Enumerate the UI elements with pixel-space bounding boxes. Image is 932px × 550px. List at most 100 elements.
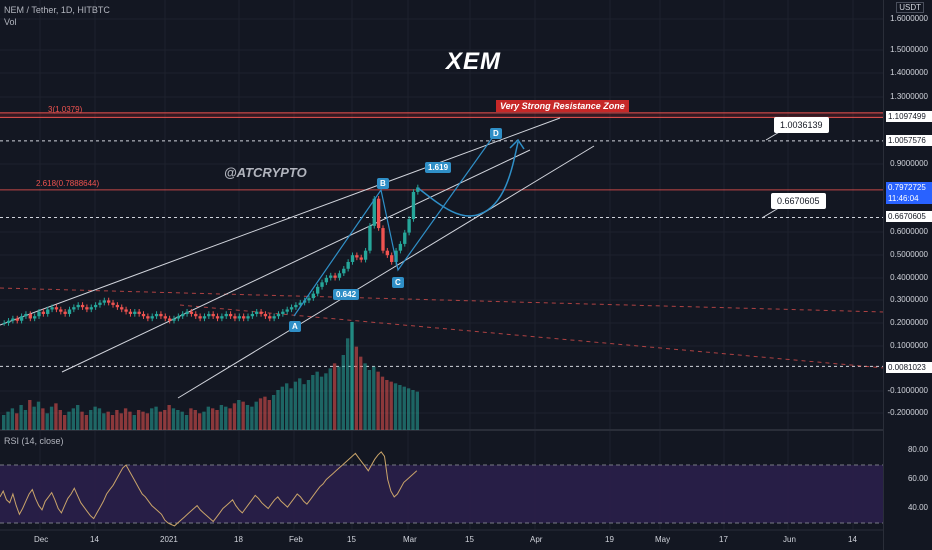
projection-arrow	[509, 138, 525, 150]
volume-bar	[45, 413, 49, 430]
volume-bar	[289, 388, 293, 430]
candle-body	[276, 313, 281, 317]
candle-body	[320, 282, 324, 287]
volume-bar	[311, 375, 315, 430]
volume-bar	[254, 401, 258, 430]
rsi-tick: 60.00	[907, 474, 928, 483]
volume-bar	[263, 396, 267, 430]
candle-body	[381, 228, 385, 251]
wave-point-b[interactable]: B	[377, 178, 389, 189]
candle-body	[28, 313, 32, 319]
target-callout[interactable]: 1.0036139	[774, 117, 829, 133]
projection-curve	[417, 141, 519, 217]
time-tick: 17	[719, 535, 728, 544]
volume-bar	[406, 388, 411, 430]
candle-body	[363, 250, 368, 260]
volume-bar	[237, 400, 241, 430]
candle-body	[176, 316, 181, 319]
channel-mid	[61, 149, 531, 373]
wave-ratio-bd[interactable]: 1.619	[425, 162, 452, 173]
volume-bar	[36, 401, 41, 430]
candle-body	[15, 318, 19, 321]
low-price-badge: 0.0081023	[886, 362, 932, 373]
wave-ratio-ab[interactable]: 0.642	[333, 289, 360, 300]
target-price-badge: 1.0057576	[886, 135, 932, 146]
support-callout[interactable]: 0.6670605	[771, 193, 826, 209]
price-tick: 1.4000000	[890, 68, 928, 77]
volume-indicator-label[interactable]: Vol	[4, 17, 17, 27]
candle-body	[146, 316, 150, 319]
author-watermark: @ATCRYPTO	[224, 165, 307, 180]
candle-body	[394, 250, 398, 262]
candle-body	[324, 277, 329, 283]
wave-point-a[interactable]: A	[289, 321, 301, 332]
time-tick: Jun	[783, 535, 796, 544]
wave-path	[293, 133, 525, 317]
candle-body	[85, 307, 89, 310]
time-tick: Feb	[289, 535, 303, 544]
volume-bar	[32, 406, 36, 430]
candle-body	[2, 323, 6, 324]
resistance-zone-label: Very Strong Resistance Zone	[496, 100, 629, 112]
candle-body	[76, 304, 80, 308]
price-axis[interactable]: USDT 1.6000000 1.5000000 1.4000000 1.300…	[883, 0, 932, 550]
candle-body	[259, 311, 263, 314]
wave-point-c[interactable]: C	[392, 277, 404, 288]
volume-bar	[328, 368, 332, 430]
volume-bar	[337, 366, 341, 430]
candle-body	[46, 309, 50, 314]
candle-body	[237, 316, 241, 319]
volume-bar	[80, 411, 84, 430]
volume-bar	[89, 410, 93, 430]
candle-body	[372, 198, 376, 226]
candle-body	[80, 304, 85, 308]
candle-body	[211, 313, 215, 317]
bar-countdown-badge: 11:46:04	[886, 193, 932, 204]
candlesticks	[2, 184, 420, 326]
candle-body	[202, 316, 207, 319]
candle-body	[333, 275, 337, 278]
time-tick: Mar	[403, 535, 417, 544]
volume-bar	[6, 411, 10, 430]
volume-bar	[271, 395, 276, 430]
volume-bar	[389, 381, 393, 430]
fib-level-label: 2.618(0.7888644)	[36, 179, 100, 188]
volume-bar	[132, 415, 136, 430]
volume-bar	[276, 390, 280, 430]
candle-body	[167, 318, 172, 321]
price-tick: 0.4000000	[890, 273, 928, 282]
wave-point-d[interactable]: D	[490, 128, 502, 139]
annotation-lines	[0, 112, 885, 399]
volume-bar	[180, 411, 184, 430]
candle-body	[307, 298, 311, 301]
volume-bar	[219, 405, 224, 430]
volume-bar	[354, 346, 359, 430]
volume-bar	[163, 410, 167, 430]
candle-body	[32, 316, 37, 319]
volume-bar	[206, 406, 210, 430]
time-tick: 19	[605, 535, 614, 544]
candle-body	[355, 255, 359, 258]
volume-bar	[54, 403, 58, 430]
symbol-title[interactable]: NEM / Tether, 1D, HITBTC	[4, 5, 110, 15]
channel-upper	[0, 117, 561, 326]
volume-bar	[10, 408, 15, 430]
volume-bar	[280, 386, 285, 430]
volume-bar	[258, 398, 263, 430]
rsi-tick: 40.00	[907, 503, 928, 512]
volume-bars	[2, 322, 419, 430]
volume-bar	[167, 405, 171, 430]
volume-bar	[398, 385, 402, 430]
rsi-legend[interactable]: RSI (14, close)	[4, 436, 64, 446]
candle-body	[350, 255, 355, 262]
candle-body	[107, 300, 111, 303]
chart-legend: NEM / Tether, 1D, HITBTC Vol	[4, 4, 110, 28]
candle-body	[72, 307, 76, 310]
support-price-badge: 0.6670605	[886, 211, 932, 222]
time-tick: Dec	[34, 535, 49, 544]
current-price-badge: 0.7972725	[886, 182, 932, 193]
time-tick: 18	[234, 535, 243, 544]
chart-title: XEM	[446, 48, 502, 75]
volume-bar	[232, 403, 237, 430]
